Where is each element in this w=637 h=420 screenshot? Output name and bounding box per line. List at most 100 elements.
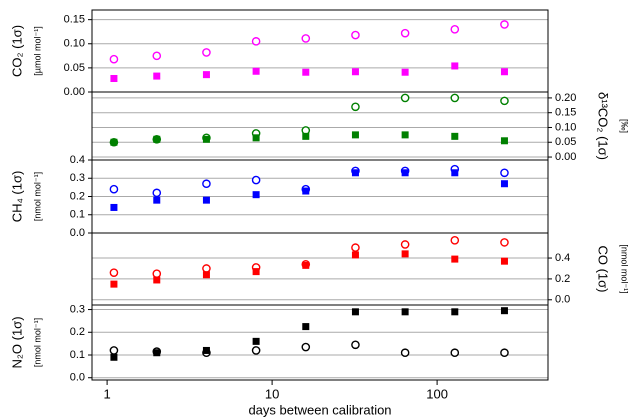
point bbox=[302, 187, 310, 195]
point bbox=[153, 196, 161, 204]
panel-frame bbox=[91, 304, 549, 381]
point bbox=[351, 30, 360, 40]
point bbox=[152, 269, 162, 278]
point bbox=[302, 132, 310, 140]
y-axis-label: CO₂ (1σ) bbox=[9, 25, 24, 77]
point bbox=[351, 243, 360, 252]
x-tick-label: 100 bbox=[426, 386, 448, 401]
y-tick-label: 0.1 bbox=[70, 209, 85, 221]
y-tick-label: 0.00 bbox=[555, 151, 576, 163]
y-tick-label: 0.05 bbox=[555, 136, 576, 148]
point bbox=[500, 96, 509, 106]
point bbox=[302, 68, 310, 76]
y-axis-label: N₂O (1σ) bbox=[9, 316, 24, 368]
y-axis-label: CO (1σ) bbox=[596, 245, 611, 292]
point bbox=[251, 37, 261, 46]
point bbox=[110, 203, 118, 211]
point bbox=[451, 255, 459, 263]
point bbox=[351, 102, 360, 112]
y-tick-label: 0.2 bbox=[70, 190, 85, 202]
point bbox=[202, 346, 210, 354]
y-tick-label: 0.15 bbox=[64, 14, 85, 26]
point bbox=[400, 28, 410, 38]
point bbox=[450, 348, 460, 358]
point bbox=[202, 271, 210, 279]
point bbox=[351, 251, 359, 259]
point bbox=[500, 348, 509, 358]
point bbox=[109, 268, 119, 277]
y-tick-label: 0.4 bbox=[555, 252, 570, 264]
y-axis-unit: [‰] bbox=[620, 119, 630, 133]
y-tick-label: 0.1 bbox=[70, 349, 85, 361]
point bbox=[153, 349, 161, 357]
point bbox=[400, 240, 410, 249]
y-tick-label: 0.3 bbox=[70, 172, 85, 184]
point bbox=[451, 132, 459, 140]
point bbox=[110, 280, 118, 288]
point bbox=[500, 307, 508, 315]
point bbox=[252, 337, 260, 345]
point bbox=[252, 268, 260, 276]
point bbox=[153, 135, 161, 143]
point bbox=[401, 250, 409, 258]
point bbox=[202, 48, 211, 57]
panel-frame bbox=[91, 9, 549, 93]
y-axis-label: CH₄ (1σ) bbox=[9, 171, 24, 223]
point bbox=[109, 184, 119, 194]
y-axis-unit: [nmol mol⁻¹] bbox=[32, 172, 42, 221]
y-axis-unit: [nmol mol⁻¹] bbox=[620, 244, 630, 293]
y-tick-label: 0.15 bbox=[555, 107, 576, 119]
y-tick-label: 0.05 bbox=[64, 62, 85, 74]
point bbox=[450, 93, 460, 103]
panel-frame bbox=[91, 91, 549, 161]
point bbox=[401, 308, 409, 316]
point bbox=[110, 138, 118, 146]
point bbox=[400, 93, 410, 103]
point bbox=[251, 175, 261, 185]
point bbox=[351, 131, 359, 139]
point bbox=[202, 264, 211, 273]
point bbox=[500, 68, 508, 76]
point bbox=[500, 257, 508, 265]
point bbox=[202, 179, 211, 189]
point bbox=[202, 196, 210, 204]
y-tick-label: 0.0 bbox=[555, 294, 570, 306]
y-tick-label: 0.0 bbox=[70, 227, 85, 239]
point bbox=[451, 62, 459, 70]
y-axis-unit: [µmol mol⁻¹] bbox=[32, 26, 42, 75]
point bbox=[500, 238, 509, 247]
point bbox=[302, 261, 310, 269]
point bbox=[252, 191, 260, 199]
y-tick-label: 0.4 bbox=[70, 154, 85, 166]
y-tick-label: 0.10 bbox=[64, 38, 85, 50]
point bbox=[153, 72, 161, 80]
point bbox=[109, 346, 119, 355]
y-tick-label: 0.2 bbox=[70, 326, 85, 338]
point bbox=[351, 68, 359, 76]
x-tick-label: 1 bbox=[103, 386, 110, 401]
point bbox=[110, 353, 118, 361]
point bbox=[500, 20, 509, 29]
y-tick-label: 0.20 bbox=[555, 92, 576, 104]
y-axis-label: δ¹³CO₂ (1σ) bbox=[596, 92, 611, 160]
point bbox=[451, 169, 459, 177]
point bbox=[401, 169, 409, 177]
point bbox=[400, 348, 410, 358]
point bbox=[152, 51, 162, 61]
point bbox=[251, 346, 261, 355]
point bbox=[500, 168, 509, 178]
point bbox=[401, 68, 409, 76]
point bbox=[153, 276, 161, 284]
point bbox=[351, 169, 359, 177]
point bbox=[500, 137, 508, 145]
point bbox=[302, 323, 310, 331]
point bbox=[152, 188, 162, 198]
point bbox=[450, 24, 460, 34]
point bbox=[451, 308, 459, 316]
point bbox=[202, 71, 210, 79]
panel-frame bbox=[91, 232, 549, 306]
point bbox=[500, 180, 508, 188]
x-tick-label: 10 bbox=[265, 386, 279, 401]
point bbox=[109, 54, 119, 64]
